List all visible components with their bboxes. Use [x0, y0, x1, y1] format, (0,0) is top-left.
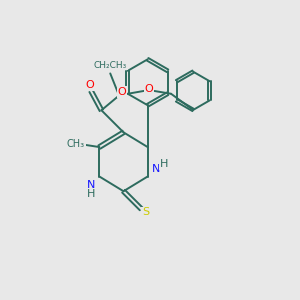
- Text: N: N: [87, 180, 95, 190]
- Text: CH₂CH₃: CH₂CH₃: [94, 61, 127, 70]
- Text: CH₃: CH₃: [67, 139, 85, 149]
- Text: S: S: [142, 207, 149, 218]
- Text: O: O: [118, 87, 126, 97]
- Text: O: O: [145, 84, 153, 94]
- Text: H: H: [160, 159, 168, 169]
- Text: O: O: [85, 80, 94, 90]
- Text: H: H: [87, 189, 95, 199]
- Text: N: N: [152, 164, 160, 174]
